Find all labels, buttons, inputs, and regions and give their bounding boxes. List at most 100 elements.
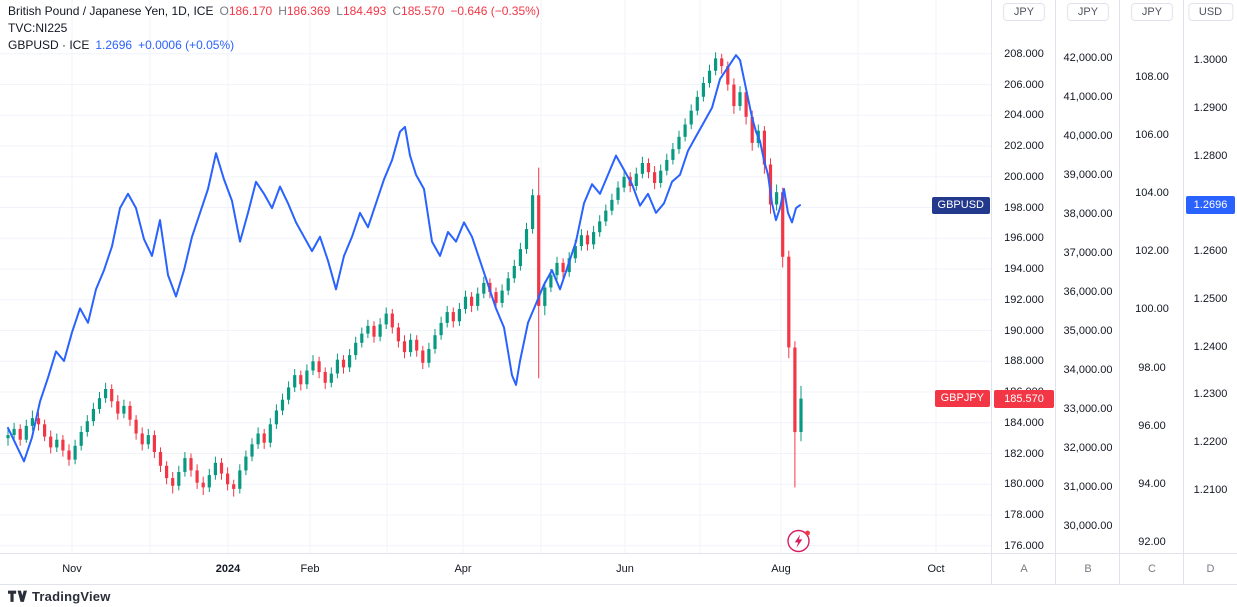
scale-currency-button-B[interactable]: JPY [1066, 3, 1110, 21]
scale-tick: 106.00 [1135, 129, 1169, 141]
legend: British Pound / Japanese Yen, 1D, ICE O18… [8, 3, 540, 54]
symbol-title-ni225[interactable]: TVC:NI225 [8, 21, 68, 35]
scale-tick: 32,000.00 [1063, 442, 1113, 454]
scale-letter-button-B[interactable]: B [1084, 563, 1092, 575]
scale-tick: 204.000 [1004, 109, 1044, 121]
scale-currency-button-A[interactable]: JPY [1002, 3, 1046, 21]
scale-tick: 180.000 [1004, 478, 1044, 490]
time-label-2024: 2024 [215, 563, 241, 575]
scale-tick: 202.000 [1004, 140, 1044, 152]
time-label-jun: Jun [616, 563, 634, 575]
scale-separator [1119, 0, 1120, 584]
scale-tick: 192.000 [1004, 294, 1044, 306]
symbol-title-gbpusd[interactable]: GBPUSD · ICE [8, 38, 90, 52]
price-scale-A[interactable]: JPY 208.000 206.000 204.000 202.000 200.000 19… [992, 0, 1056, 553]
price-scale-D[interactable]: USD 1.3000 1.2900 1.2800 1.2600 1.2500 1.2400 1… [1184, 0, 1237, 553]
scale-tick: 1.2900 [1193, 102, 1228, 114]
gbpjpy-candles [6, 52, 803, 497]
scale-tick: 184.000 [1004, 417, 1044, 429]
close-value: 185.570 [401, 4, 445, 18]
gbpusd-series-tag[interactable]: GBPUSD [931, 197, 990, 214]
price-scale-C[interactable]: JPY 108.00 106.00 104.00 102.00 100.00 98.00 96… [1120, 0, 1184, 553]
close-label: C [392, 4, 402, 18]
time-label-aug: Aug [771, 563, 791, 575]
gbpusd-line [7, 54, 801, 463]
scale-tick: 1.2200 [1193, 436, 1228, 448]
scale-separator [1055, 0, 1056, 584]
legend-row-gbpjpy[interactable]: British Pound / Japanese Yen, 1D, ICE O18… [8, 3, 540, 20]
time-label-apr: Apr [454, 563, 472, 575]
scale-tick: 104.00 [1135, 187, 1169, 199]
scale-tick: 198.000 [1004, 202, 1044, 214]
gbpjpy-series-tag[interactable]: GBPJPY [934, 390, 990, 407]
symbol-title[interactable]: British Pound / Japanese Yen, 1D, ICE [8, 4, 214, 18]
high-value: 186.369 [286, 4, 331, 18]
gbpusd-change: +0.0006 (+0.05%) [138, 38, 235, 52]
time-label-feb: Feb [300, 563, 320, 575]
scale-tick: 94.00 [1138, 478, 1166, 490]
scale-tick: 100.00 [1135, 303, 1169, 315]
scale-tick: 196.000 [1004, 232, 1044, 244]
scale-tick: 1.2400 [1193, 341, 1228, 353]
gbpusd-price: 1.2696 [95, 38, 133, 52]
scale-tick: 1.2500 [1193, 293, 1228, 305]
scale-currency-button-C[interactable]: JPY [1130, 3, 1174, 21]
scale-tick: 1.2800 [1193, 150, 1228, 162]
grid [0, 0, 992, 553]
scale-tick: 92.00 [1138, 536, 1166, 548]
time-axis[interactable]: Nov 2024 Feb Apr Jun Aug Oct A B C D [0, 553, 1237, 584]
tradingview-logo[interactable] [8, 590, 27, 603]
legend-row-ni225[interactable]: TVC:NI225 [8, 20, 540, 37]
low-value: 184.493 [342, 4, 387, 18]
scale-tick: 39,000.00 [1063, 169, 1113, 181]
scale-tick: 108.00 [1135, 71, 1169, 83]
scale-letter-button-A[interactable]: A [1020, 563, 1028, 575]
brand-name[interactable]: TradingView [32, 588, 111, 604]
scale-tick: 35,000.00 [1063, 325, 1113, 337]
scale-tick: 194.000 [1004, 263, 1044, 275]
scale-tick: 1.2300 [1193, 388, 1228, 400]
scale-tick: 176.000 [1004, 540, 1044, 552]
scale-tick: 206.000 [1004, 79, 1044, 91]
change-value: −0.646 (−0.35%) [450, 4, 540, 18]
scale-tick: 208.000 [1004, 48, 1044, 60]
scale-tick: 102.00 [1135, 245, 1169, 257]
scale-tick: 41,000.00 [1063, 91, 1113, 103]
footer-bar: TradingView [0, 584, 1237, 607]
legend-row-gbpusd[interactable]: GBPUSD · ICE 1.2696 +0.0006 (+0.05%) [8, 37, 540, 54]
scale-tick: 37,000.00 [1063, 247, 1113, 259]
scale-currency-button-D[interactable]: USD [1187, 3, 1234, 21]
low-label: L [336, 4, 343, 18]
scale-tick: 30,000.00 [1063, 520, 1113, 532]
scale-tick: 178.000 [1004, 509, 1044, 521]
scale-separator [1183, 0, 1184, 584]
scale-letter-button-D[interactable]: D [1206, 563, 1215, 575]
scale-tick: 33,000.00 [1063, 403, 1113, 415]
scale-tick: 34,000.00 [1063, 364, 1113, 376]
main-chart-canvas[interactable] [0, 0, 992, 553]
chart-pane[interactable]: British Pound / Japanese Yen, 1D, ICE O18… [0, 0, 992, 553]
scale-letter-button-C[interactable]: C [1148, 563, 1156, 575]
gbpjpy-price-tag[interactable]: 185.570 [994, 390, 1054, 408]
high-label: H [278, 4, 287, 18]
scale-tick: 36,000.00 [1063, 286, 1113, 298]
scale-tick: 188.000 [1004, 355, 1044, 367]
lightning-icon [794, 534, 803, 548]
event-flash-badge[interactable] [785, 527, 813, 555]
badge-dot [805, 530, 810, 536]
scale-tick: 200.000 [1004, 171, 1044, 183]
price-scale-B[interactable]: JPY 42,000.00 41,000.00 40,000.00 39,000.00 3… [1056, 0, 1120, 553]
scale-tick: 1.2100 [1193, 484, 1228, 496]
scale-tick: 182.000 [1004, 448, 1044, 460]
gbpusd-price-tag[interactable]: 1.2696 [1186, 196, 1235, 214]
scale-tick: 190.000 [1004, 325, 1044, 337]
open-value: 186.170 [228, 4, 273, 18]
scale-tick: 1.3000 [1193, 54, 1228, 66]
time-label-oct: Oct [927, 563, 945, 575]
scale-tick: 38,000.00 [1063, 208, 1113, 220]
scale-tick: 98.00 [1138, 362, 1166, 374]
open-label: O [219, 4, 229, 18]
time-label-nov: Nov [62, 563, 82, 575]
scale-separator [991, 0, 992, 584]
